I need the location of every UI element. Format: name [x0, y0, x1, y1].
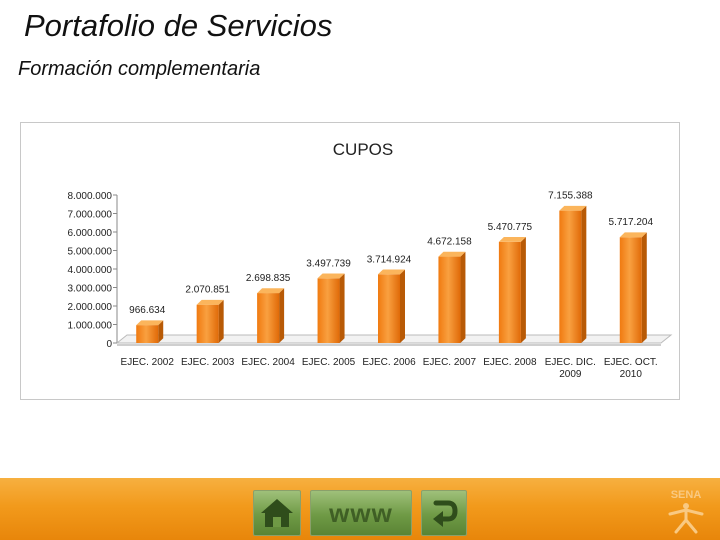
category-label: EJEC. 2007 — [423, 357, 477, 368]
y-tick-label: 8.000.000 — [68, 191, 113, 202]
y-tick-label: 2.000.000 — [68, 302, 113, 313]
bar-front — [438, 256, 461, 343]
page-subtitle: Formación complementaria — [18, 58, 261, 80]
home-button[interactable] — [253, 490, 301, 536]
category-label: EJEC. 2005 — [302, 357, 356, 368]
data-label: 3.714.924 — [367, 254, 412, 265]
bar-front — [136, 325, 159, 343]
bar-side — [581, 205, 587, 343]
bar-side — [339, 273, 345, 343]
data-label: 5.717.204 — [609, 217, 654, 228]
chart-title: CUPOS — [333, 140, 393, 159]
bar — [498, 236, 526, 343]
home-icon — [261, 499, 293, 527]
bar — [317, 273, 345, 343]
page-title: Portafolio de Servicios — [24, 8, 333, 43]
bar-side — [520, 236, 526, 343]
bar-top — [619, 232, 647, 238]
category-label: 2009 — [559, 369, 582, 380]
chart-container: CUPOS 0 1.000.000 2.000.000 3.000.000 4.000.… — [20, 122, 680, 400]
y-tick-label: 3.000.000 — [68, 284, 113, 295]
bar — [378, 269, 405, 343]
bar-top — [196, 299, 224, 305]
sena-logo-text: SENA — [671, 489, 702, 501]
cupos-bar-chart: CUPOS 0 1.000.000 2.000.000 3.000.000 4.000.… — [68, 140, 673, 380]
bar-front — [498, 241, 521, 343]
bar-front — [317, 278, 340, 343]
bar-front — [196, 304, 219, 343]
data-label: 4.672.158 — [427, 237, 472, 248]
category-label: EJEC. DIC. — [545, 357, 596, 368]
bar-top — [317, 273, 345, 279]
back-button[interactable] — [421, 490, 467, 536]
bar — [257, 288, 285, 343]
category-label: EJEC. 2003 — [181, 357, 235, 368]
category-label: EJEC. 2008 — [483, 357, 537, 368]
bar-side — [460, 251, 466, 343]
sena-logo: SENA — [668, 489, 704, 534]
bar-front — [619, 237, 642, 343]
category-label: EJEC. 2002 — [121, 357, 175, 368]
category-label: EJEC. 2004 — [241, 357, 295, 368]
data-label: 3.497.739 — [306, 258, 351, 269]
bar — [196, 299, 224, 343]
bar — [619, 232, 647, 343]
y-tick-label: 7.000.000 — [68, 210, 113, 221]
category-label: EJEC. 2006 — [362, 357, 416, 368]
y-tick-label: 5.000.000 — [68, 247, 113, 258]
bar-front — [257, 293, 280, 343]
bar-front — [559, 210, 582, 343]
return-arrow-icon — [433, 500, 458, 527]
bar-side — [218, 299, 224, 343]
category-label: 2010 — [620, 369, 643, 380]
bar-top — [378, 269, 405, 275]
bar-top — [136, 320, 164, 326]
data-label: 5.470.775 — [488, 222, 533, 233]
y-tick-label: 6.000.000 — [68, 228, 113, 239]
data-label: 2.698.835 — [246, 273, 291, 284]
bar — [559, 205, 587, 343]
bar-top — [498, 236, 526, 242]
bar-side — [641, 232, 647, 343]
category-label: EJEC. OCT. — [604, 357, 658, 368]
y-tick-label: 4.000.000 — [68, 265, 113, 276]
bar-front — [378, 274, 400, 343]
bar-side — [158, 320, 164, 343]
bar-side — [279, 288, 285, 343]
data-label: 7.155.388 — [548, 191, 593, 202]
y-tick-label: 1.000.000 — [68, 321, 113, 332]
bar-top — [438, 251, 466, 257]
data-label: 2.070.851 — [185, 285, 230, 296]
y-tick-label: 0 — [106, 339, 112, 350]
bar-side — [400, 269, 405, 343]
www-button[interactable]: www — [310, 490, 412, 536]
data-label: 966.634 — [129, 305, 166, 316]
bar — [136, 320, 164, 343]
bar-top — [559, 205, 587, 211]
bar-top — [257, 288, 285, 294]
bar — [438, 251, 466, 343]
